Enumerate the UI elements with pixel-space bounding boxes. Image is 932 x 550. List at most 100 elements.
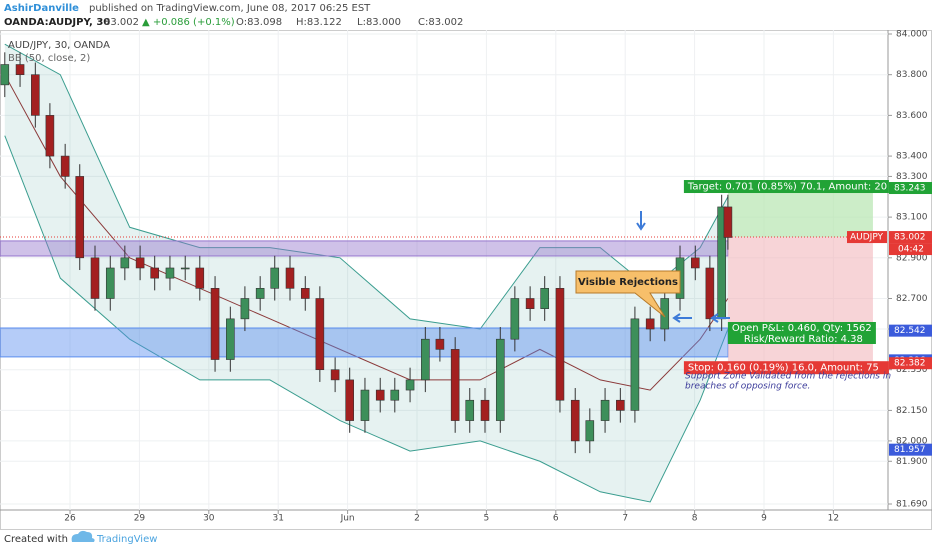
candle-body (723, 206, 733, 238)
symbol-tag (847, 231, 887, 244)
price-tag (889, 182, 932, 195)
candle-body (390, 389, 400, 401)
tv-logo (71, 530, 95, 542)
x-tick-label: 9 (761, 514, 767, 524)
ohlc-close: C:83.002 (418, 17, 463, 28)
candle-body (15, 64, 25, 75)
x-tick-label: 5 (484, 514, 490, 524)
stop-box (683, 361, 889, 375)
symbol-tag-label: AUDJPY (850, 233, 884, 243)
y-tick-label: 82.000 (896, 436, 928, 446)
rr-label: Risk/Reward Ratio: 4.38 (744, 334, 863, 345)
candle-body (45, 115, 55, 157)
x-tick-label: 6 (553, 514, 559, 524)
candle-body (285, 267, 295, 289)
x-tick-label: 29 (134, 514, 146, 524)
candle-body (255, 288, 265, 299)
y-tick-label: 82.350 (896, 365, 928, 375)
indicator-label: BB (50, close, 2) (8, 53, 90, 64)
pnl-label: Open P&L: 0.460, Qty: 1562 (732, 323, 872, 334)
callout (575, 270, 681, 318)
price-tag (889, 357, 932, 370)
zone (0, 327, 729, 358)
candle-body (150, 267, 159, 279)
y-tick-label: 83.800 (896, 70, 928, 80)
price-tag (889, 324, 932, 337)
candle-body (630, 318, 640, 411)
x-tick-label: 31 (272, 514, 283, 524)
note: Support Zone Validated from the rejectio… (685, 372, 891, 382)
price-tag-label: 82.382 (894, 359, 926, 369)
candle-body (345, 379, 354, 421)
candle-body (600, 399, 610, 421)
author[interactable]: AshirDanville (4, 3, 79, 14)
bb-lower (4, 135, 729, 503)
candle-body (645, 318, 655, 330)
candle-body (690, 257, 700, 269)
candle-body (616, 399, 625, 411)
candle-body (195, 267, 205, 289)
candle-body (495, 338, 505, 421)
target-box (683, 180, 889, 194)
candle-body (375, 389, 385, 401)
candle-body (465, 399, 475, 421)
pnl-box (727, 322, 876, 344)
arrow-head (672, 313, 681, 323)
footer-created: Created with (4, 534, 68, 545)
candle-body (120, 257, 130, 269)
y-tick-label: 83.600 (896, 111, 928, 121)
candle-body (226, 318, 235, 360)
candle-body (60, 155, 70, 177)
x-tick-label: 8 (692, 514, 698, 524)
candle-body (540, 288, 549, 309)
price-tag-label: 83.002 (894, 233, 926, 243)
x-tick-label: Jun (340, 514, 355, 524)
candle-body (525, 298, 535, 309)
last: 83.002 (104, 17, 139, 28)
band-fill (4, 44, 728, 502)
x-tick-label: 30 (203, 514, 215, 524)
x-tick-label: 12 (828, 514, 839, 524)
arrow-head (636, 222, 646, 231)
x-tick-label: 26 (64, 514, 76, 524)
candle-body (585, 420, 595, 442)
countdown-tag (889, 243, 932, 256)
price-tag (889, 231, 932, 244)
ohlc-open: O:83.098 (236, 17, 282, 28)
y-tick-label: 83.400 (896, 152, 928, 162)
candle-body (450, 349, 460, 421)
stop-label: Stop: 0.160 (0.19%) 16.0, Amount: 75 (688, 363, 879, 374)
candle-body (270, 267, 280, 289)
published: published on TradingView.com, June 08, 2… (89, 3, 371, 14)
candle-body (315, 298, 325, 371)
candle-body (180, 267, 190, 270)
x-tick-label: 7 (622, 514, 628, 524)
y-tick-label: 84.000 (896, 30, 928, 40)
y-tick-label: 82.900 (896, 253, 928, 263)
y-tick-label: 82.700 (896, 294, 928, 304)
countdown-label: 04:42 (898, 245, 924, 255)
candle-body (510, 298, 520, 340)
candle-body (210, 288, 220, 360)
target-label: Target: 0.701 (0.85%) 70.1, Amount: 20 (687, 182, 887, 193)
candle-body (360, 389, 370, 421)
candle-body (705, 267, 715, 320)
chart-title: AUD/JPY, 30, OANDA (8, 40, 110, 51)
candle-body (421, 338, 430, 381)
candle-body (480, 399, 490, 421)
note: breaches of opposing force. (685, 382, 810, 392)
candle-body (555, 288, 565, 401)
arrow-head (710, 313, 719, 323)
candle-body (0, 64, 10, 86)
candle-body (135, 257, 145, 269)
y-tick-label: 83.300 (896, 172, 928, 182)
price-tag (889, 443, 932, 456)
candle-body (300, 288, 310, 299)
ohlc-low: L:83.000 (357, 17, 401, 28)
candle-body (31, 74, 40, 116)
candle-body (435, 338, 445, 350)
price-tag-label: 81.957 (894, 445, 926, 455)
callout-label: Visible Rejections (578, 277, 678, 288)
candle-body (570, 399, 580, 442)
footer-brand[interactable]: TradingView (96, 534, 157, 545)
